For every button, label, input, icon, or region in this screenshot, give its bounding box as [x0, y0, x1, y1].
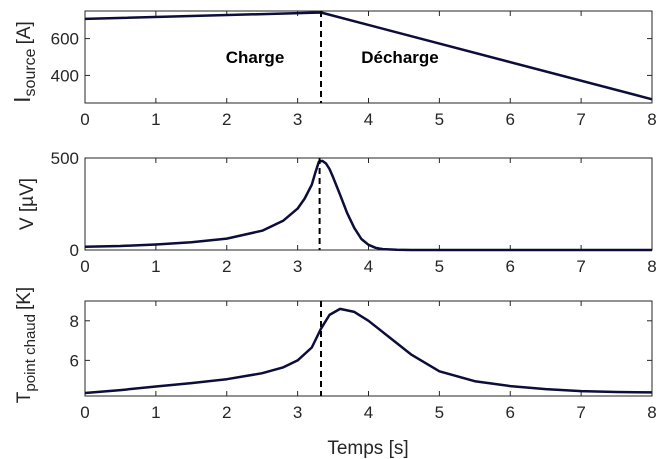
panel-temperature: Tpoint chaud[K] Temps [s] 0 1 2 3 4 5 6 7 8 6 8	[14, 287, 657, 459]
x-tick-label: 0	[80, 257, 89, 276]
series-line-temperature	[84, 307, 653, 395]
x-tick-label: 4	[364, 403, 373, 422]
x-tick-label: 8	[647, 110, 656, 129]
x-tick-label: 7	[576, 110, 585, 129]
panel-voltage: V [µV] 0 1 2 3 4 5 6 7 8 0 500	[17, 149, 657, 276]
y-tick-label: 8	[70, 312, 79, 331]
y-axis-label-temperature: Tpoint chaud[K]	[14, 287, 39, 403]
panel-current: Charge Décharge Isource[A] 0 1 2 3 4 5 6 7 8 400 6…	[9, 10, 657, 129]
x-tick-label: 3	[293, 110, 302, 129]
x-tick-label: 8	[647, 257, 656, 276]
y-tick-label: 0	[70, 241, 79, 260]
x-tick-label: 8	[647, 403, 656, 422]
x-tick-label: 4	[364, 257, 373, 276]
x-tick-label: 2	[222, 257, 231, 276]
series-line-voltage	[84, 159, 652, 252]
x-tick-label: 5	[435, 257, 444, 276]
axes-box-temperature	[84, 300, 653, 397]
x-tick-label: 5	[435, 403, 444, 422]
y-tick-label: 600	[51, 30, 79, 49]
x-tick-label: 1	[151, 403, 160, 422]
x-tick-label: 6	[506, 110, 515, 129]
x-tick-label: 3	[293, 403, 302, 422]
x-axis-label: Temps [s]	[327, 438, 408, 459]
x-tick-label: 6	[506, 403, 515, 422]
x-tick-label: 1	[151, 257, 160, 276]
x-tick-label: 2	[222, 403, 231, 422]
x-tick-label: 0	[80, 110, 89, 129]
y-tick-label: 500	[51, 149, 79, 168]
x-tick-label: 4	[364, 110, 373, 129]
x-tick-label: 7	[576, 257, 585, 276]
x-tick-label: 1	[151, 110, 160, 129]
y-tick-label: 400	[51, 66, 79, 85]
x-tick-label: 0	[80, 403, 89, 422]
annotation-decharge: Décharge	[361, 48, 438, 67]
annotation-charge: Charge	[226, 48, 285, 67]
x-tick-label: 7	[576, 403, 585, 422]
x-tick-label: 3	[293, 257, 302, 276]
y-axis-label-current: Isource[A]	[9, 21, 39, 103]
axes-box-voltage	[84, 157, 653, 251]
x-tick-label: 5	[435, 110, 444, 129]
y-tick-label: 6	[70, 351, 79, 370]
x-tick-label: 6	[506, 257, 515, 276]
y-axis-label-voltage: V [µV]	[17, 178, 38, 230]
x-tick-label: 2	[222, 110, 231, 129]
